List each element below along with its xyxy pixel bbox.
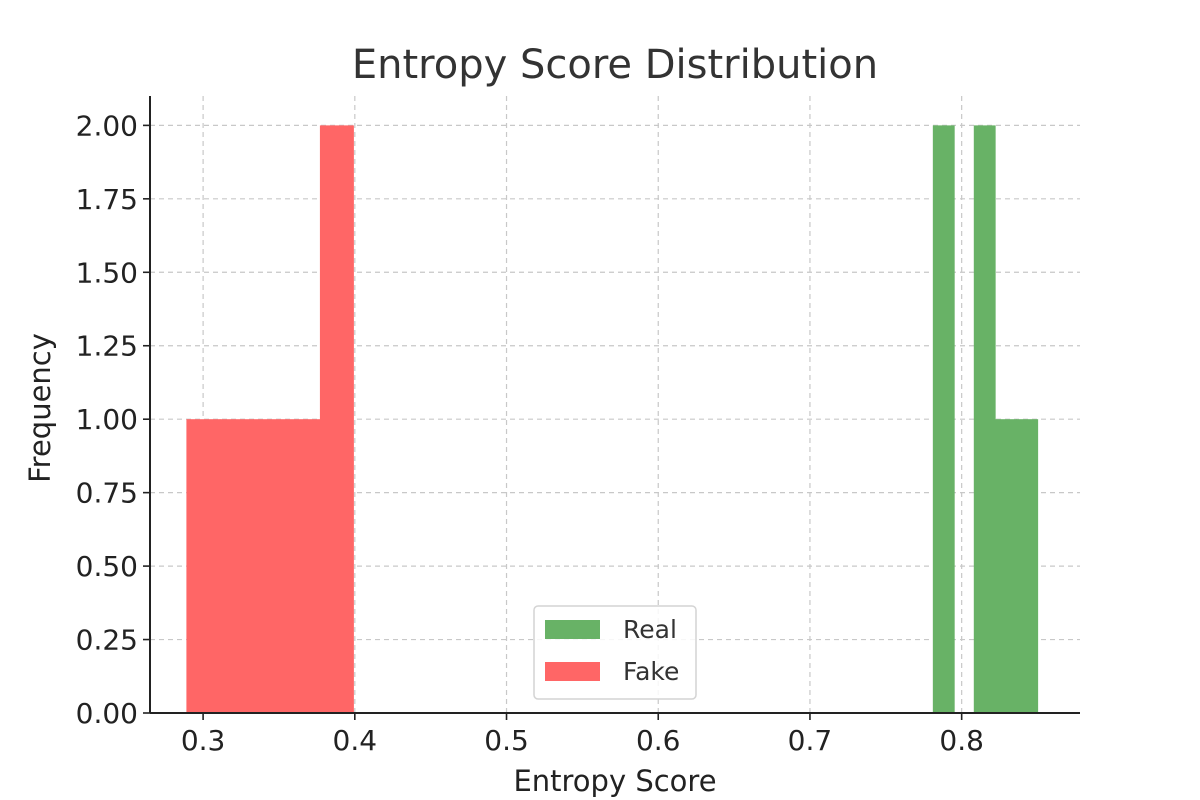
x-tick-label: 0.7 (788, 724, 833, 757)
histogram-bar-fake (286, 419, 321, 713)
legend-label-real: Real (623, 615, 677, 644)
histogram-bar-fake (253, 419, 288, 713)
y-tick-label: 0.50 (76, 550, 138, 583)
x-tick-label: 0.5 (484, 724, 529, 757)
y-tick-label: 0.00 (76, 697, 138, 730)
y-axis-label: Frequency (23, 333, 57, 483)
y-tick-label: 2.00 (76, 109, 138, 142)
y-tick-label: 1.00 (76, 403, 138, 436)
y-tick-label: 1.25 (76, 330, 138, 363)
legend-label-fake: Fake (623, 657, 679, 686)
y-tick-label: 0.75 (76, 477, 138, 510)
legend: Real Fake (533, 605, 697, 700)
x-axis-ticks: 0.3 0.4 0.5 0.6 0.7 0.8 (181, 713, 984, 757)
histogram-bar-fake (186, 419, 221, 713)
y-tick-label: 1.75 (76, 183, 138, 216)
x-tick-label: 0.6 (636, 724, 681, 757)
histogram-bar-real (973, 125, 996, 713)
x-tick-label: 0.4 (333, 724, 378, 757)
histogram-bar-real (932, 125, 955, 713)
chart-title: Entropy Score Distribution (352, 42, 878, 88)
legend-swatch-fake (545, 662, 600, 681)
legend-swatch-real (545, 620, 600, 639)
histogram-bar-fake (219, 419, 254, 713)
y-axis-ticks: 0.00 0.25 0.50 0.75 1.00 1.25 1.50 1.75 2.00 (76, 109, 150, 730)
histogram-bar-real (995, 419, 1017, 713)
histogram-bars (186, 125, 1039, 713)
x-tick-label: 0.8 (939, 724, 984, 757)
x-axis-label: Entropy Score (513, 764, 716, 798)
y-tick-label: 1.50 (76, 256, 138, 289)
x-tick-label: 0.3 (181, 724, 226, 757)
histogram-bar-real (1016, 419, 1039, 713)
y-tick-label: 0.25 (76, 624, 138, 657)
histogram-bar-fake (319, 125, 354, 713)
